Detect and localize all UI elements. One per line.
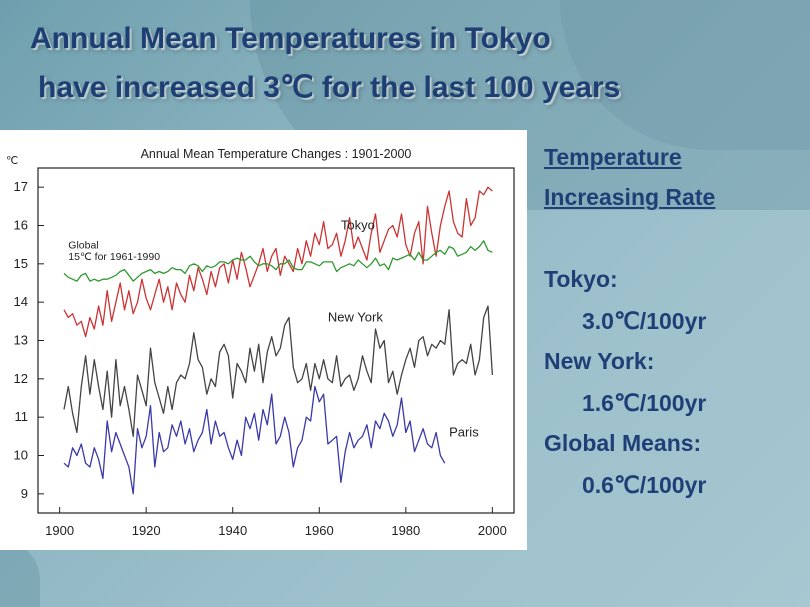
y-tick-label: 9: [21, 486, 28, 501]
y-tick-label: 13: [14, 333, 28, 348]
global-rate: 0.6℃/100yr: [582, 472, 707, 498]
y-tick-label: 14: [14, 294, 28, 309]
series-line-new-york: [63, 305, 494, 437]
y-tick-label: 15: [14, 256, 28, 271]
slide-title-line2: have increased 3℃ for the last 100 years: [38, 71, 621, 104]
annotation-label: Paris: [449, 424, 479, 439]
y-tick-label: 12: [14, 371, 28, 386]
x-tick-label: 2000: [478, 523, 507, 538]
chart-panel: Annual Mean Temperature Changes : 1901-2…: [0, 130, 527, 550]
y-tick-label: 10: [14, 448, 28, 463]
slide-title-line1: Annual Mean Temperatures in Tokyo: [30, 22, 551, 55]
x-tick-label: 1980: [391, 523, 420, 538]
panel-heading-line1: Temperature: [544, 144, 682, 170]
series-line-tokyo: [63, 186, 493, 338]
panel-heading-line2: Increasing Rate: [544, 184, 716, 210]
tokyo-label: Tokyo:: [544, 266, 618, 292]
series-line-paris: [63, 385, 446, 495]
temperature-chart: Annual Mean Temperature Changes : 1901-2…: [6, 147, 515, 538]
chart-title: Annual Mean Temperature Changes : 1901-2…: [141, 147, 412, 161]
y-axis-unit: ℃: [6, 155, 18, 167]
x-tick-label: 1940: [218, 523, 247, 538]
x-tick-label: 1960: [305, 523, 334, 538]
annotation-label: Tokyo: [341, 217, 375, 232]
y-tick-label: 11: [15, 409, 29, 424]
map-landmass-left: [0, 540, 40, 607]
y-tick-label: 17: [14, 179, 28, 194]
y-tick-label: 16: [14, 218, 28, 233]
annotation-label: 15℃ for 1961-1990: [68, 251, 160, 263]
tokyo-rate: 3.0℃/100yr: [582, 308, 707, 334]
x-tick-label: 1920: [132, 523, 161, 538]
annotation-label: New York: [328, 309, 383, 324]
newyork-label: New York:: [544, 348, 655, 374]
annotation-label: Global: [68, 240, 98, 252]
global-label: Global Means:: [544, 430, 702, 456]
plot-frame: [37, 167, 515, 514]
x-tick-label: 1900: [45, 523, 74, 538]
series-line-global: [63, 240, 493, 282]
newyork-rate: 1.6℃/100yr: [582, 390, 707, 416]
